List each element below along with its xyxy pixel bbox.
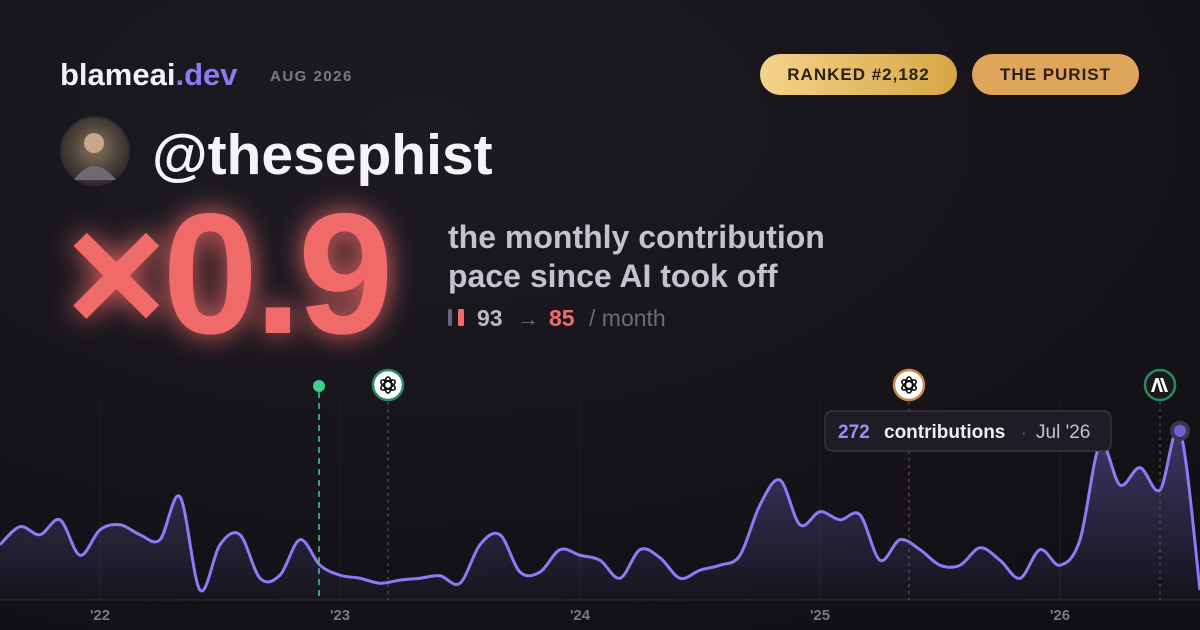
handle: @thesephist [152,123,493,187]
multiplier: ×0.9 [66,178,390,370]
event-icon [371,368,405,402]
tooltip-box [824,410,1112,452]
event-dot [313,380,325,392]
pace-icon [448,309,452,326]
tooltip-separator: · [1021,423,1027,442]
line [0,426,1200,593]
x-tick-label: '23 [330,607,350,624]
report-date: AUG 2026 [270,68,353,85]
event-icon [1143,368,1177,402]
persona-badge [972,54,1139,95]
tooltip-label: contributions [884,422,1005,443]
description-line: pace since AI took off [448,258,778,294]
event-icon [892,368,926,402]
pace-icon [458,309,464,326]
rank-badge [760,54,957,95]
pace-unit: / month [589,305,666,331]
x-tick-label: '24 [570,607,591,624]
persona-badge-text: THE PURIST [1000,65,1111,84]
x-tick-label: '26 [1050,607,1070,624]
brand: blameai.dev [60,57,238,92]
avatar-face [84,133,104,153]
pace-after: 85 [549,305,575,331]
tooltip: 272 contributions · Jul '26 [824,410,1112,452]
highlight-point [1170,420,1190,441]
avatar-body [74,166,116,180]
tooltip-value: 272 [838,422,870,443]
tooltip-date: Jul '26 [1036,422,1090,443]
pace-before: 93 [477,305,503,331]
x-tick-label: '22 [90,607,110,624]
rank-badge-text: RANKED #2,182 [787,65,929,84]
brand-tld: .dev [175,57,238,92]
pace-arrow: → [517,306,539,331]
brand-name: blameai [60,57,175,92]
x-tick-label: '25 [810,607,830,624]
area [0,428,1200,600]
description-line: the monthly contribution [448,219,825,255]
